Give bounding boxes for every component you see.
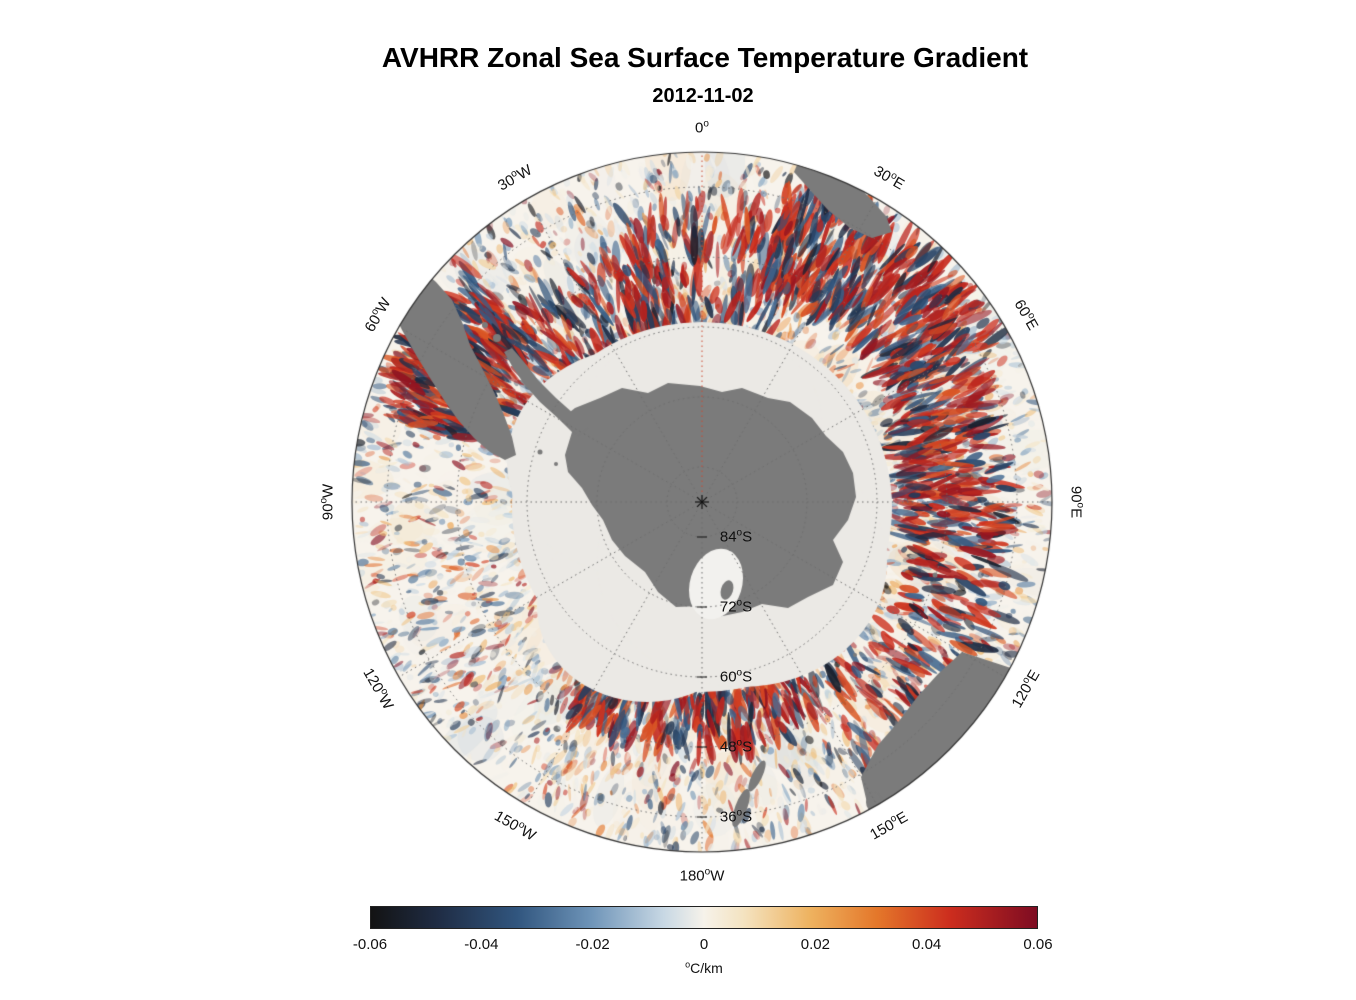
colorbar-tick-label: 0 [699, 936, 709, 953]
colorbar-tick-label: 0.06 [1023, 936, 1053, 953]
colorbar [370, 906, 1038, 929]
latitude-label: 72oS [719, 597, 753, 616]
colorbar-tick-label: 0.04 [912, 936, 942, 953]
colorbar-tick-label: -0.02 [575, 936, 610, 953]
latitude-label: 36oS [719, 807, 753, 826]
longitude-label: 90oE [1067, 485, 1086, 519]
longitude-label: 0o [695, 118, 709, 137]
longitude-label: 180oW [679, 866, 725, 885]
colorbar-tick-label: -0.06 [352, 936, 388, 953]
longitude-label: 90oW [318, 483, 337, 521]
latitude-label: 84oS [719, 527, 753, 546]
latitude-label: 48oS [719, 737, 753, 756]
colorbar-unit-label: oC/km [685, 959, 723, 976]
colorbar-tick-labels: -0.06 -0.04 -0.02 0 0.02 0.04 0.06 [353, 936, 1053, 956]
colorbar-tick-label: -0.04 [464, 936, 499, 953]
latitude-label: 60oS [719, 667, 753, 686]
colorbar-tick-label: 0.02 [800, 936, 830, 953]
